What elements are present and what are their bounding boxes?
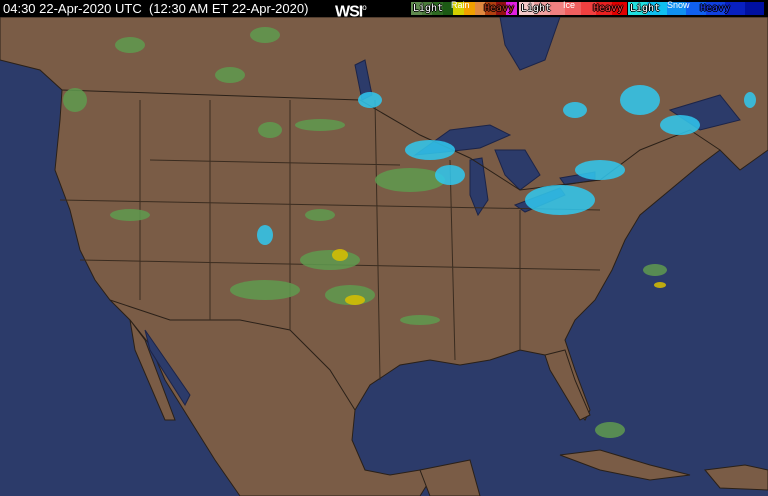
legend-rain-swatch	[411, 2, 422, 15]
radar-echo	[300, 250, 360, 270]
legend-ice-swatch	[549, 2, 566, 15]
north-america-land	[0, 17, 768, 496]
radar-echo	[405, 140, 455, 160]
radar-echo	[295, 119, 345, 131]
radar-echo	[654, 282, 666, 288]
legend-ice-heavy: Heavy	[593, 3, 624, 14]
legend-snow-swatch	[686, 2, 706, 15]
radar-echo	[744, 92, 756, 108]
hispaniola	[704, 464, 768, 491]
legend-rain-light: Light	[413, 3, 444, 14]
legend-ice-title: Ice	[563, 0, 576, 10]
legend-rain-swatch	[506, 2, 517, 15]
legend-rain-heavy: Heavy	[484, 3, 515, 14]
legend-rain-swatch	[432, 2, 443, 15]
radar-echo	[63, 88, 87, 112]
map-canvas	[0, 17, 768, 496]
legend-ice-swatch	[534, 2, 550, 15]
legend-snow-light: Light	[630, 3, 661, 14]
legend-ice-light: Light	[521, 3, 552, 14]
timestamp: 04:30 22-Apr-2020 UTC (12:30 AM ET 22-Ap…	[3, 1, 309, 16]
radar-echo	[332, 249, 348, 261]
radar-echo	[400, 315, 440, 325]
radar-echo	[375, 168, 445, 192]
legend-snow-heavy: Heavy	[700, 3, 731, 14]
radar-echo	[595, 422, 625, 438]
wsi-logo: WSIo	[335, 3, 367, 21]
radar-echo	[257, 225, 273, 245]
hudson-bay-inlet	[499, 17, 561, 71]
radar-echo	[258, 122, 282, 138]
radar-echo	[358, 92, 382, 108]
legend-rain-scale	[411, 2, 517, 15]
radar-echo	[215, 67, 245, 83]
lakes	[144, 17, 741, 407]
legend-ice-swatch	[611, 2, 627, 15]
legend-rain-swatch	[421, 2, 433, 15]
legend-snow-title: Snow	[667, 0, 690, 10]
radar-echo	[660, 115, 700, 135]
lake-huron	[494, 149, 541, 191]
cuba	[559, 449, 691, 481]
legend-snow-swatch	[647, 2, 667, 15]
radar-echo	[435, 165, 465, 185]
legend-ice-swatch	[565, 2, 581, 15]
legend-snow-swatch	[725, 2, 745, 15]
radar-echo	[230, 280, 300, 300]
radar-echo	[250, 27, 280, 43]
legend-rain-swatch	[453, 2, 464, 15]
baja-california	[129, 319, 176, 421]
radar-echo	[115, 37, 145, 53]
yucatan	[419, 459, 481, 496]
radar-echo	[575, 160, 625, 180]
logo-text: WSI	[335, 3, 363, 21]
radar-echo	[345, 295, 365, 305]
legend-rain-title: Rain	[451, 0, 470, 10]
radar-echo	[525, 185, 595, 215]
radar-echo	[563, 102, 587, 118]
radar-echo	[620, 85, 660, 115]
legend-snow-scale	[628, 2, 764, 15]
legend-ice-swatch	[519, 2, 535, 15]
legend-rain-swatch	[442, 2, 454, 15]
florida	[544, 349, 591, 421]
gulf-of-california	[144, 329, 191, 407]
legend-rain-swatch	[463, 2, 475, 15]
legend-ice-swatch	[580, 2, 597, 15]
legend-rain-swatch	[474, 2, 486, 15]
us-mexico-border	[109, 299, 356, 411]
legend-snow-swatch	[628, 2, 648, 15]
legend-snow-swatch	[666, 2, 687, 15]
landmass	[0, 17, 768, 496]
legend-snow-swatch	[744, 2, 764, 15]
legend-snow-swatch	[705, 2, 726, 15]
radar-echo	[110, 209, 150, 221]
us-canada-border	[61, 89, 721, 191]
radar-echo	[643, 264, 667, 276]
legend-rain-swatch	[495, 2, 507, 15]
legend-ice-scale	[519, 2, 627, 15]
radar-echo	[305, 209, 335, 221]
radar-echoes	[63, 27, 756, 438]
header-bar: 04:30 22-Apr-2020 UTC (12:30 AM ET 22-Ap…	[0, 0, 768, 21]
legend-ice-swatch	[596, 2, 612, 15]
legend-rain-swatch	[485, 2, 496, 15]
